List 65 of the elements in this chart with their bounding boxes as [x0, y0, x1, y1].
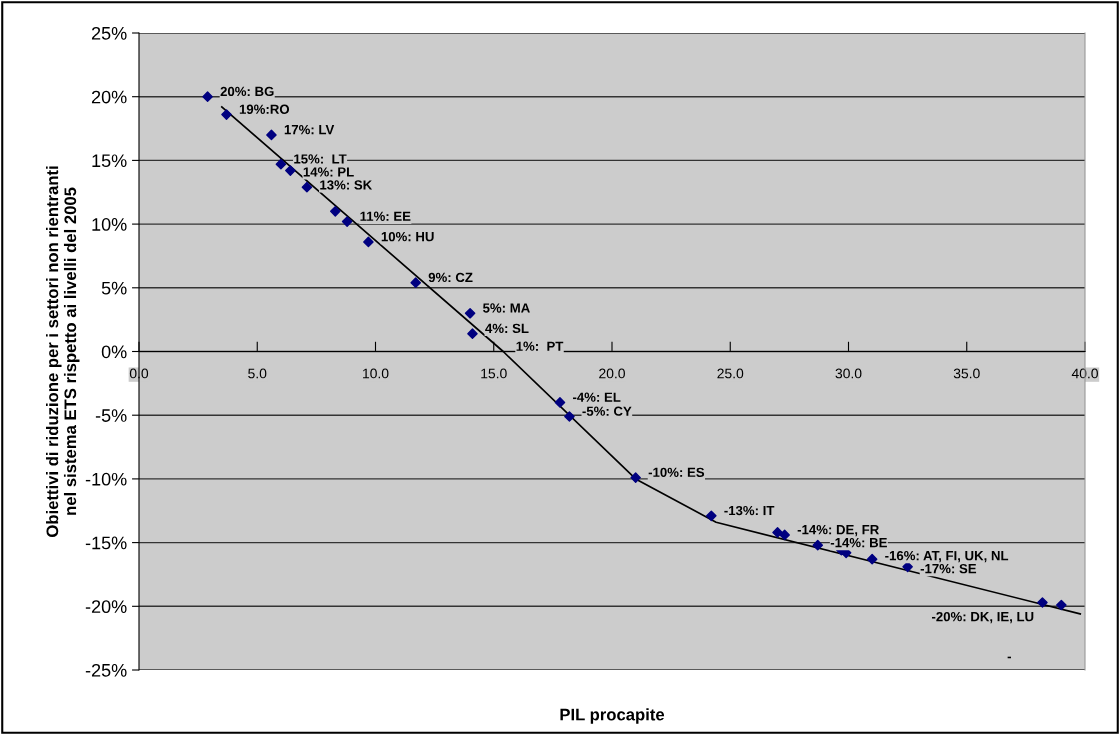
point	[812, 539, 824, 551]
point	[363, 236, 374, 248]
y-tick-label: -20%	[85, 600, 127, 614]
point	[564, 411, 575, 422]
annotation: -17%: SE	[920, 563, 977, 574]
y-tick-label: -10%	[85, 472, 127, 486]
point	[779, 529, 790, 541]
annotation: 13%: SK	[320, 180, 373, 190]
annotation: 5%: MA	[483, 303, 530, 313]
annotation: -14%: DE, FR	[797, 525, 879, 537]
point	[554, 397, 566, 408]
annotation: -5%: CY	[582, 406, 632, 416]
y-tick-label: 5%	[101, 281, 127, 295]
x-tick-label: 5.0	[248, 368, 267, 379]
point	[266, 129, 277, 141]
point	[202, 91, 213, 103]
annotation: 9%: CZ	[428, 272, 473, 283]
x-axis-title: PIL procapite	[560, 708, 665, 724]
annotation: 11%: EE	[360, 211, 411, 221]
annotation: -4%: EL	[572, 392, 621, 402]
annotation: 4%: SL	[485, 323, 529, 334]
annotation: 17%: LV	[284, 124, 335, 135]
point	[410, 277, 422, 289]
annotation: -16%: AT, FI, UK, NL	[885, 550, 1009, 563]
annotation: 20%: BG	[220, 86, 274, 97]
y-tick-label: 20%	[91, 90, 127, 104]
annotation: -14%: BE	[830, 538, 887, 548]
y-axis-title: Obiettivi di riduzione per i settori non rientranti nel sistema ETS rispetto ai livelli del 2005	[46, 166, 80, 537]
point	[1037, 597, 1048, 608]
y-tick-label: -25%	[85, 663, 127, 677]
annotation: 19%:RO	[239, 104, 290, 114]
point	[275, 158, 287, 170]
point	[329, 206, 341, 217]
point	[866, 553, 878, 565]
point	[772, 527, 783, 538]
annotation: -	[1007, 656, 1011, 659]
point	[221, 109, 232, 120]
annotation: 14%: PL	[303, 167, 354, 177]
point	[1056, 599, 1067, 611]
y-tick-label: -5%	[95, 409, 127, 422]
point	[464, 307, 476, 319]
x-tick-label: 10.0	[363, 368, 389, 379]
y-tick-label: 10%	[92, 218, 127, 231]
point	[706, 510, 717, 522]
point	[341, 216, 353, 227]
x-tick-label: 20.0	[599, 368, 625, 379]
annotation: 15%: LT	[294, 154, 347, 164]
y-tick-label: 0%	[101, 345, 127, 359]
annotation: -20%: DK, IE, LU	[931, 611, 1034, 624]
x-tick-label: 35.0	[953, 368, 980, 379]
x-tick-label: 25.0	[717, 368, 744, 379]
y-tick-label: 15%	[92, 154, 127, 168]
annotation: -13%: IT	[724, 505, 775, 516]
x-tick-label: 15.0	[481, 368, 507, 379]
y-tick-label: 25%	[91, 26, 127, 40]
y-tick-label: -15%	[85, 536, 127, 550]
x-tick-label: 30.0	[835, 368, 862, 379]
point	[301, 181, 313, 193]
point	[285, 165, 296, 176]
annotation: -10%: ES	[648, 467, 705, 477]
x-tick-label: 40.0	[1071, 368, 1098, 379]
point	[630, 472, 641, 483]
point	[467, 328, 478, 339]
annotation: 10%: HU	[381, 231, 434, 242]
annotation: 1%: PT	[516, 341, 564, 351]
